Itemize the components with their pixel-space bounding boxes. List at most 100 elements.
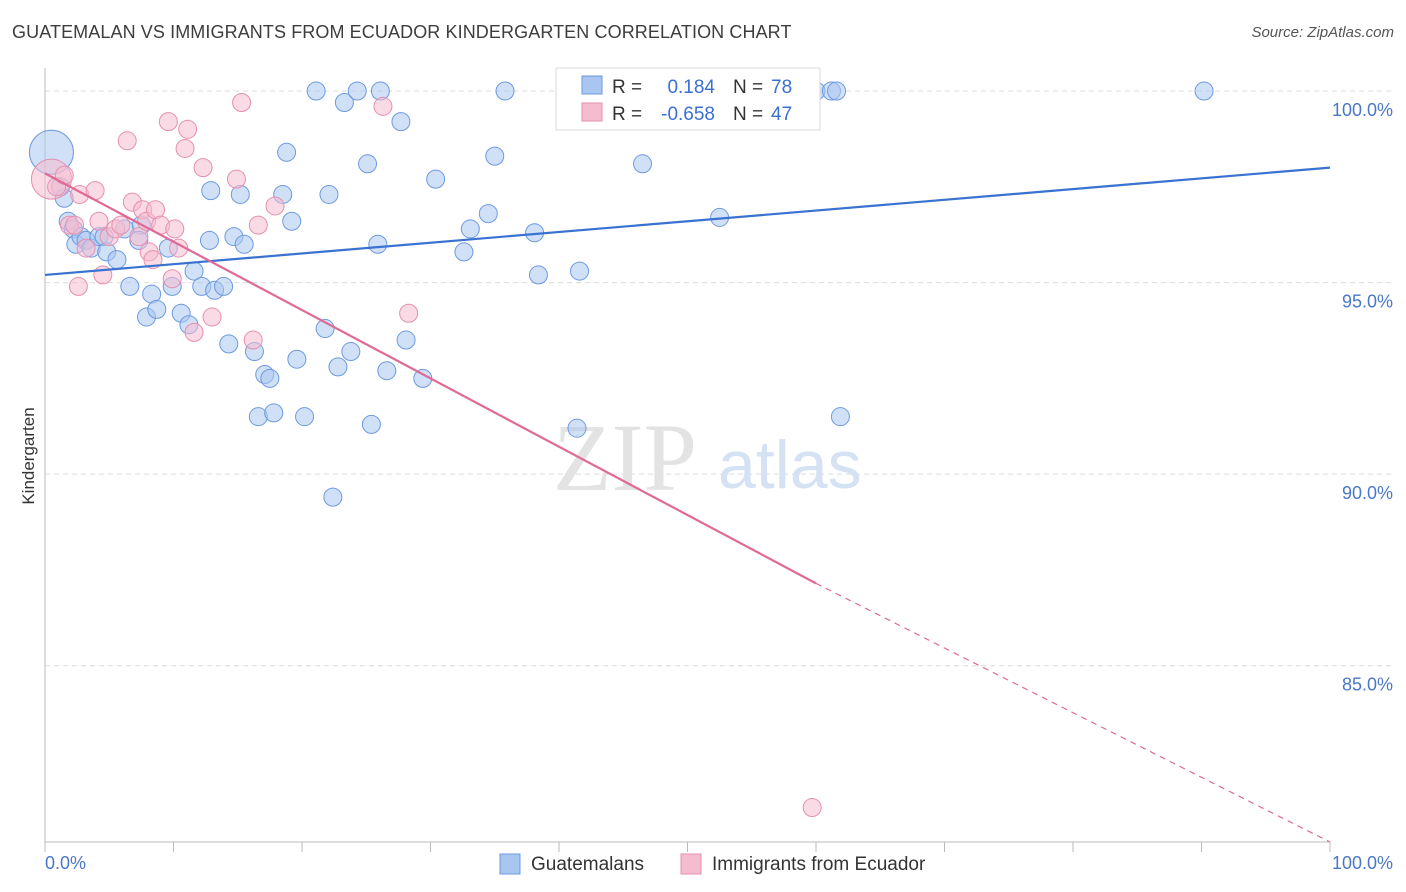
point-ecuador xyxy=(248,215,268,235)
trend-lines xyxy=(44,166,1331,843)
bottom-legend-swatch-ecuador xyxy=(680,853,702,875)
point-guatemalans xyxy=(361,414,381,434)
point-guatemalans xyxy=(460,219,480,239)
x-tick-label-min: 0.0% xyxy=(45,853,86,873)
point-ecuador xyxy=(111,215,131,235)
y-tick-label: 95.0% xyxy=(1342,292,1393,312)
y-tick-label: 85.0% xyxy=(1342,675,1393,695)
x-ticks xyxy=(44,842,1331,852)
point-ecuador xyxy=(165,219,185,239)
point-guatemalans xyxy=(368,234,388,254)
x-tick-label-max: 100.0% xyxy=(1332,853,1393,873)
point-guatemalans xyxy=(1194,81,1214,101)
point-ecuador xyxy=(158,112,178,132)
point-ecuador xyxy=(265,196,285,216)
point-guatemalans xyxy=(277,142,297,162)
chart-title: GUATEMALAN VS IMMIGRANTS FROM ECUADOR KI… xyxy=(12,22,792,42)
legend-n-value-2: 47 xyxy=(771,104,792,125)
point-guatemalans xyxy=(264,403,284,423)
legend-swatch-guatemalans xyxy=(581,75,603,95)
y-tick-labels: 100.0% 95.0% 90.0% 85.0% xyxy=(1332,100,1393,695)
series-ecuador-points xyxy=(30,92,822,818)
point-ecuador xyxy=(117,131,137,151)
point-guatemalans xyxy=(214,276,234,296)
bottom-legend-swatch-guatemalans xyxy=(499,853,521,875)
grid-lines xyxy=(45,90,1393,667)
point-ecuador xyxy=(184,322,204,342)
trend-line-ecuador-extension xyxy=(815,582,1331,843)
point-ecuador xyxy=(129,227,149,247)
point-guatemalans xyxy=(328,357,348,377)
point-ecuador xyxy=(143,250,163,270)
point-guatemalans xyxy=(234,234,254,254)
point-guatemalans xyxy=(323,487,343,507)
source-label: Source: ZipAtlas.com xyxy=(1251,24,1394,41)
point-guatemalans xyxy=(287,349,307,369)
y-axis-title: Kindergarten xyxy=(19,407,38,504)
point-guatemalans xyxy=(391,112,411,132)
point-guatemalans xyxy=(454,242,474,262)
point-ecuador xyxy=(802,798,822,818)
bottom-legend-label-ecuador: Immigrants from Ecuador xyxy=(712,854,926,875)
point-guatemalans xyxy=(334,92,354,112)
point-ecuador xyxy=(202,307,222,327)
legend-r-value-2: -0.658 xyxy=(661,104,715,125)
point-guatemalans xyxy=(567,418,587,438)
point-guatemalans xyxy=(347,81,367,101)
legend-swatch-ecuador xyxy=(581,102,603,122)
point-ecuador xyxy=(193,158,213,178)
point-guatemalans xyxy=(377,361,397,381)
point-guatemalans xyxy=(341,342,361,362)
y-tick-label: 90.0% xyxy=(1342,483,1393,503)
legend-r-label-1: R = xyxy=(612,77,642,98)
trend-line-guatemalans xyxy=(44,166,1331,277)
point-ecuador xyxy=(65,215,85,235)
point-ecuador xyxy=(399,303,419,323)
point-ecuador xyxy=(76,238,96,258)
legend-r-label-2: R = xyxy=(612,104,642,125)
point-ecuador xyxy=(232,92,252,112)
point-guatemalans xyxy=(282,211,302,231)
point-ecuador xyxy=(243,330,263,350)
point-guatemalans xyxy=(426,169,446,189)
point-guatemalans xyxy=(107,250,127,270)
point-guatemalans xyxy=(358,154,378,174)
point-ecuador xyxy=(226,169,246,189)
legend-n-label-2: N = xyxy=(733,104,763,125)
watermark-atlas: atlas xyxy=(718,427,862,503)
point-guatemalans xyxy=(495,81,515,101)
stats-legend: R = 0.184 N = 78 R = -0.658 N = 47 xyxy=(555,67,821,131)
point-guatemalans xyxy=(201,181,221,201)
point-guatemalans xyxy=(570,261,590,281)
legend-r-value-1: 0.184 xyxy=(667,77,715,98)
point-ecuador xyxy=(373,96,393,116)
point-ecuador xyxy=(175,138,195,158)
trend-line-ecuador xyxy=(44,172,817,585)
point-ecuador xyxy=(178,119,198,139)
point-guatemalans xyxy=(306,81,326,101)
point-ecuador xyxy=(89,211,109,231)
point-ecuador xyxy=(54,165,74,185)
legend-n-value-1: 78 xyxy=(771,77,792,98)
point-guatemalans xyxy=(120,276,140,296)
legend-n-label-1: N = xyxy=(733,77,763,98)
point-guatemalans xyxy=(396,330,416,350)
y-tick-label: 100.0% xyxy=(1332,100,1393,120)
point-guatemalans xyxy=(295,407,315,427)
point-guatemalans xyxy=(199,230,219,250)
bottom-legend: Guatemalans Immigrants from Ecuador xyxy=(499,853,926,875)
point-ecuador xyxy=(162,269,182,289)
point-guatemalans xyxy=(827,81,847,101)
point-guatemalans xyxy=(478,204,498,224)
point-guatemalans xyxy=(260,368,280,388)
point-guatemalans xyxy=(319,184,339,204)
point-guatemalans xyxy=(219,334,239,354)
point-guatemalans xyxy=(147,299,167,319)
point-guatemalans xyxy=(528,265,548,285)
point-guatemalans xyxy=(485,146,505,166)
point-ecuador xyxy=(68,276,88,296)
point-guatemalans xyxy=(830,407,850,427)
point-guatemalans xyxy=(633,154,653,174)
bottom-legend-label-guatemalans: Guatemalans xyxy=(531,854,644,875)
